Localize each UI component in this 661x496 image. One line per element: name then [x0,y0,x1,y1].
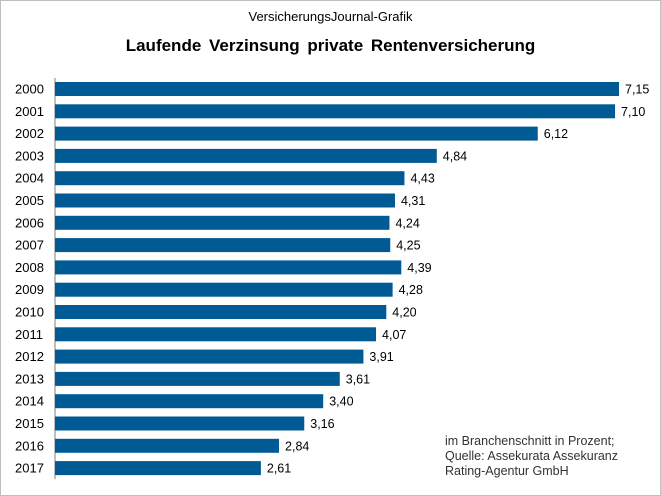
y-tick-label-2016: 2016 [15,438,44,453]
data-label-2015: 3,16 [310,417,334,431]
source-note-line-2: Quelle: Assekurata Assekuranz [445,449,619,463]
source-note-line-1: im Branchenschnitt in Prozent; [445,434,615,448]
bar-2006 [55,215,390,230]
y-tick-label-2010: 2010 [15,305,44,320]
bar-2000 [55,82,619,96]
bar-2008 [55,260,402,275]
bar-2011 [55,327,377,342]
y-tick-label-2003: 2003 [15,148,44,163]
y-tick-label-2009: 2009 [15,282,44,297]
bar-2010 [55,305,387,319]
y-tick-label-2017: 2017 [15,461,44,476]
data-label-2003: 4,84 [443,149,467,163]
data-label-2000: 7,15 [625,83,649,97]
chart-title: Laufende Verzinsung private Rentenversic… [125,36,536,55]
y-tick-label-2011: 2011 [15,327,43,342]
data-label-2012: 3,91 [369,350,393,364]
y-tick-label-2008: 2008 [15,260,44,275]
bar-2012 [55,349,364,364]
y-tick-label-2001: 2001 [15,104,44,119]
data-label-2007: 4,25 [396,239,420,253]
data-label-2009: 4,28 [399,283,423,297]
y-tick-label-2007: 2007 [15,238,44,253]
data-label-2010: 4,20 [392,306,416,320]
data-label-2001: 7,10 [621,105,645,119]
y-tick-label-2005: 2005 [15,193,44,208]
data-label-2013: 3,61 [346,372,370,386]
bar-2014 [55,394,324,409]
data-label-2002: 6,12 [544,127,568,141]
bar-2005 [55,193,395,208]
bar-2002 [55,126,538,141]
y-tick-label-2004: 2004 [15,171,44,186]
data-label-2005: 4,31 [401,194,425,208]
bar-2001 [55,104,616,119]
y-tick-label-2000: 2000 [15,82,44,97]
bar-2004 [55,171,405,186]
data-label-2016: 2,84 [285,439,309,453]
chart-supertitle: VersicherungsJournal-Grafik [248,9,413,24]
bar-2013 [55,371,340,386]
bar-2009 [55,282,393,297]
data-label-2011: 4,07 [382,328,406,342]
data-label-2017: 2,61 [267,462,291,476]
data-label-2008: 4,39 [407,261,431,275]
y-tick-label-2012: 2012 [15,349,44,364]
data-label-2004: 4,43 [410,172,434,186]
y-tick-label-2013: 2013 [15,371,44,386]
y-tick-label-2006: 2006 [15,215,44,230]
bar-2003 [55,148,437,163]
y-tick-label-2014: 2014 [15,394,44,409]
bar-2017 [55,461,261,476]
bar-2016 [55,438,280,453]
y-tick-label-2002: 2002 [15,126,44,141]
bar-2015 [55,416,305,431]
bar-2007 [55,238,391,253]
data-label-2014: 3,40 [329,395,353,409]
data-label-2006: 4,24 [395,216,419,230]
y-tick-label-2015: 2015 [15,416,44,431]
bars-group: 2000 7,15 2001 7,10 2002 6,12 2003 4,84 2004 4,43… [15,78,649,480]
source-note-line-3: Rating-Agentur GmbH [445,464,569,478]
source-note: im Branchenschnitt in Prozent; Quelle: A… [445,434,655,479]
